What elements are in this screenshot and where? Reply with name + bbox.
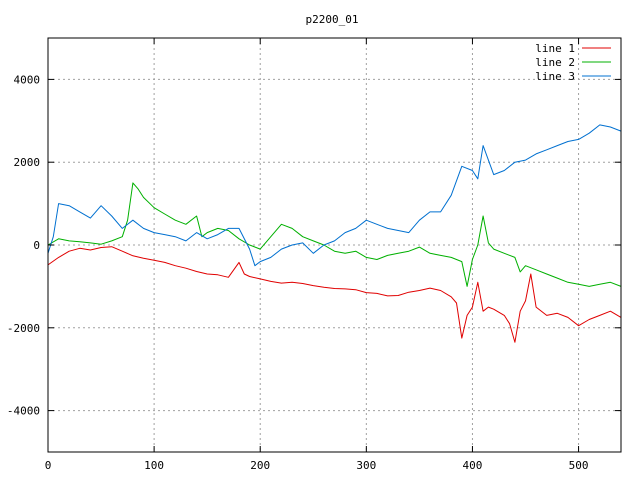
- y-tick-label: 4000: [14, 73, 41, 86]
- series-layer: [47, 124, 622, 343]
- x-tick-label: 0: [45, 459, 52, 472]
- series-line-2: [47, 182, 622, 287]
- y-tick-label: -4000: [7, 405, 40, 418]
- y-tick-label: 2000: [14, 156, 41, 169]
- axis-ticks: 0 100 200 300 400 500 -4000 -2000 0 2000 4000: [7, 38, 621, 472]
- x-tick-label: 500: [569, 459, 589, 472]
- x-tick-label: 100: [144, 459, 164, 472]
- x-tick-label: 200: [250, 459, 270, 472]
- grid-lines: [48, 38, 621, 452]
- y-tick-label: 0: [33, 239, 40, 252]
- legend-label: line 2: [535, 56, 575, 69]
- chart-title: p2200_01: [306, 13, 359, 26]
- x-tick-label: 400: [463, 459, 483, 472]
- legend-label: line 3: [535, 70, 575, 83]
- series-line-3: [47, 124, 622, 267]
- series-line-1: [47, 246, 622, 343]
- y-tick-label: -2000: [7, 322, 40, 335]
- legend-label: line 1: [535, 42, 575, 55]
- x-tick-label: 300: [356, 459, 376, 472]
